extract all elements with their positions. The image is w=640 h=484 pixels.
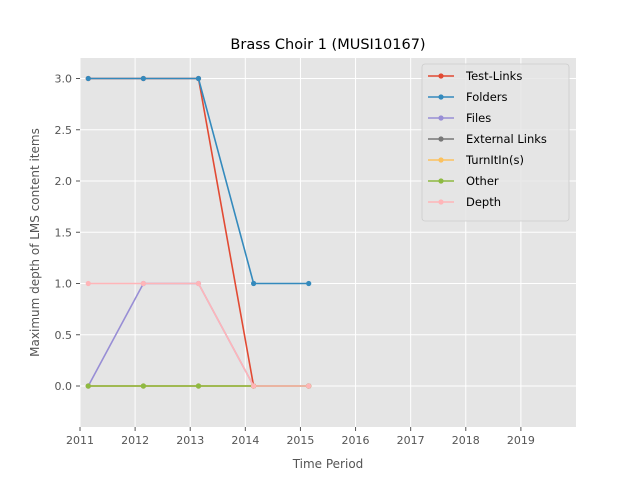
y-tick-label: 3.0: [55, 73, 73, 86]
legend-swatch-marker: [438, 136, 444, 142]
legend-label: Files: [466, 111, 491, 125]
x-tick-label: 2013: [176, 434, 204, 447]
y-axis-label: Maximum depth of LMS content items: [28, 128, 42, 357]
data-point: [195, 280, 202, 287]
x-tick-label: 2012: [121, 434, 149, 447]
data-point: [85, 280, 91, 287]
legend-item: Test-Links: [428, 69, 522, 83]
series-folders: [85, 75, 312, 287]
x-tick-label: 2018: [452, 434, 480, 447]
data-point: [140, 75, 146, 82]
axes: 2011 2012 2013 2014 2015 2016 2017 2018 2019 0.0 0…: [55, 73, 535, 448]
legend-swatch-marker: [438, 94, 444, 100]
legend-label: External Links: [466, 132, 547, 146]
legend-label: TurnItIn(s): [465, 153, 524, 167]
x-axis-label: Time Period: [292, 457, 364, 471]
y-tick-label: 1.0: [55, 278, 73, 291]
series-lines: [85, 75, 312, 389]
data-point: [195, 75, 202, 82]
x-tick-label: 2011: [66, 434, 94, 447]
legend-item: Files: [428, 111, 491, 125]
x-tick-label: 2016: [342, 434, 370, 447]
legend-item: Folders: [428, 90, 508, 104]
legend-item: Other: [428, 174, 499, 188]
legend-label: Test-Links: [465, 69, 522, 83]
legend-label: Depth: [466, 195, 501, 209]
legend-item: Depth: [428, 195, 501, 209]
data-point: [85, 383, 91, 389]
data-point: [195, 383, 202, 389]
legend-swatch-marker: [438, 73, 444, 79]
legend-swatch-marker: [438, 199, 444, 205]
data-point: [251, 280, 257, 287]
legend-swatch-marker: [438, 178, 444, 184]
data-point: [140, 383, 146, 389]
legend-swatch-marker: [438, 115, 444, 121]
data-point: [251, 383, 257, 389]
legend-frame: [421, 63, 570, 222]
data-point: [306, 383, 312, 389]
y-tick-label: 2.0: [55, 175, 73, 188]
y-tick-label: 1.5: [55, 226, 73, 239]
legend-swatch-marker: [438, 157, 444, 163]
y-tick-label: 0.5: [55, 329, 73, 342]
chart-title: Brass Choir 1 (MUSI10167): [230, 37, 425, 53]
data-point: [85, 75, 91, 82]
legend-label: Other: [466, 174, 499, 188]
y-tick-label: 0.0: [55, 380, 73, 393]
legend-label: Folders: [466, 90, 508, 104]
legend-item: TurnItIn(s): [428, 153, 524, 167]
x-tick-label: 2019: [507, 434, 535, 447]
legend-item: External Links: [428, 132, 547, 146]
x-tick-label: 2014: [231, 434, 259, 447]
y-tick-label: 2.5: [55, 124, 73, 137]
data-point: [306, 280, 312, 287]
legend: Test-Links Folders Files External Links Turn…: [421, 63, 570, 222]
x-tick-label: 2015: [286, 434, 314, 447]
series-depth: [85, 280, 312, 389]
x-tick-label: 2017: [397, 434, 425, 447]
data-point: [140, 280, 146, 287]
